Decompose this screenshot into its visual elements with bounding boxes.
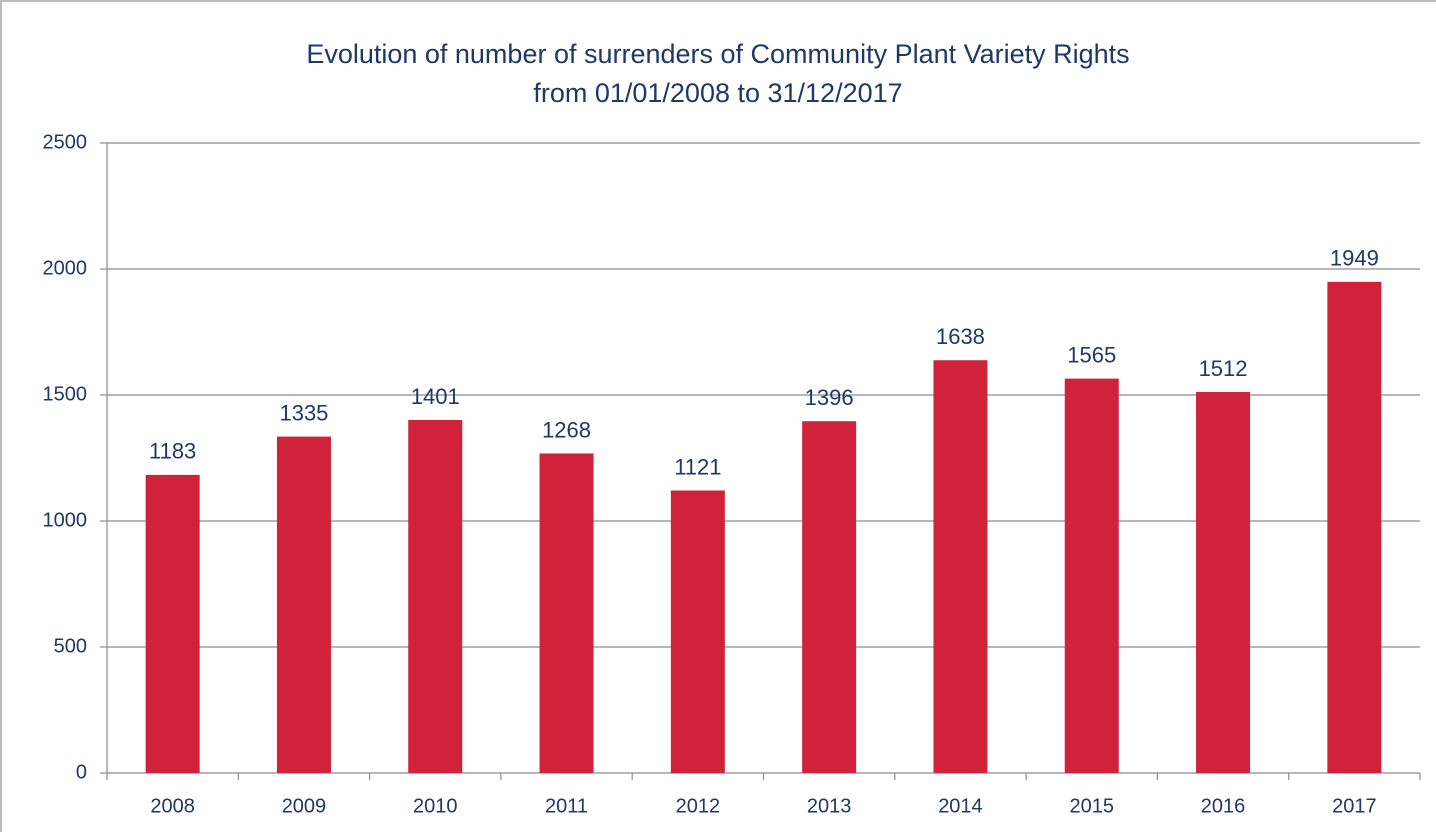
x-tick-label: 2011 xyxy=(545,795,588,817)
bar xyxy=(802,421,857,773)
x-tick-label: 2009 xyxy=(282,795,327,817)
bar xyxy=(408,419,463,773)
bar xyxy=(1196,391,1251,773)
data-label: 1565 xyxy=(1067,342,1116,367)
y-tick-label: 2000 xyxy=(43,257,88,279)
data-label: 1183 xyxy=(149,439,196,464)
x-tick-label: 2010 xyxy=(413,795,458,817)
y-tick-label: 1000 xyxy=(43,509,88,531)
x-tick-label: 2008 xyxy=(150,795,195,817)
bar xyxy=(1064,378,1119,773)
x-tick-label: 2017 xyxy=(1332,795,1377,817)
x-tick-label: 2012 xyxy=(676,795,721,817)
x-tick-label: 2016 xyxy=(1201,795,1246,817)
bar xyxy=(276,436,331,773)
x-tick-label: 2014 xyxy=(938,795,983,817)
x-tick-label: 2015 xyxy=(1070,795,1115,817)
bar xyxy=(1327,281,1382,773)
y-tick-label: 2500 xyxy=(43,131,88,153)
data-label: 1121 xyxy=(674,454,721,479)
data-label: 1396 xyxy=(805,385,854,410)
data-label: 1401 xyxy=(411,384,460,409)
data-label: 1268 xyxy=(542,417,591,442)
y-tick-label: 500 xyxy=(54,635,87,657)
data-label: 1949 xyxy=(1330,246,1379,271)
bar xyxy=(145,474,200,773)
data-label: 1512 xyxy=(1199,356,1248,381)
chart-subtitle: from 01/01/2008 to 31/12/2017 xyxy=(533,78,902,108)
y-tick-label: 0 xyxy=(76,761,87,783)
x-tick-label: 2013 xyxy=(807,795,852,817)
chart-title: Evolution of number of surrenders of Com… xyxy=(306,39,1129,69)
bar xyxy=(539,453,594,773)
y-tick-label: 1500 xyxy=(43,383,88,405)
data-label: 1335 xyxy=(279,400,328,425)
data-label: 1638 xyxy=(936,324,985,349)
bar xyxy=(933,360,988,773)
bar xyxy=(670,490,725,773)
